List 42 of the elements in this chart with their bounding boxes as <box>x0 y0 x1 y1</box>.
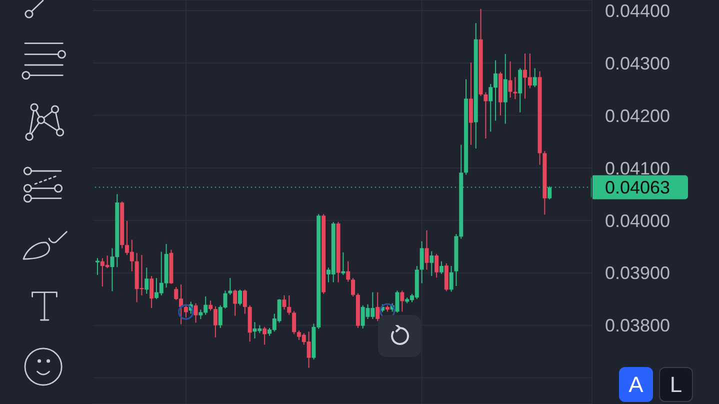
y-tick-label: 0.04300 <box>605 53 670 74</box>
candlestick <box>508 60 512 98</box>
candlestick <box>513 76 518 100</box>
y-tick-label: 0.03800 <box>605 316 670 336</box>
candlestick <box>184 304 188 318</box>
candlestick <box>351 278 356 297</box>
candlestick <box>424 230 429 270</box>
candlestick <box>144 267 149 294</box>
toggle-button: L <box>659 367 693 402</box>
y-tick-label: 0.03900 <box>605 263 670 284</box>
ref-line-label: 0.04063 <box>605 177 670 198</box>
y-tick-label: 0.04000 <box>605 210 670 231</box>
candlestick <box>430 250 434 276</box>
candlestick <box>434 253 439 278</box>
candlestick <box>208 300 213 312</box>
y-tick-label: 0.04400 <box>605 0 670 21</box>
candlestick <box>400 290 404 312</box>
candlestick <box>439 260 444 274</box>
candlestick <box>292 310 296 335</box>
candlestick <box>503 54 508 124</box>
candlestick <box>238 289 242 306</box>
candlestick <box>242 289 247 314</box>
y-tick-label: 0.04100 <box>605 158 670 178</box>
toggle-button: A <box>619 367 653 402</box>
candlestick <box>213 306 218 338</box>
candlestick <box>518 68 522 113</box>
candlestick <box>96 258 100 276</box>
candlestick <box>287 294 292 316</box>
candlestick <box>233 289 238 316</box>
candlestick <box>228 278 232 296</box>
y-tick-label: 0.04200 <box>605 106 670 126</box>
candlestick <box>262 326 267 346</box>
candlestick <box>376 292 380 322</box>
candlestick <box>194 302 198 324</box>
candlestick <box>449 266 454 292</box>
candlestick <box>341 252 346 276</box>
candlestick <box>346 260 350 282</box>
candlestick <box>532 68 537 88</box>
candlestick <box>282 294 286 310</box>
candlestick <box>420 240 424 284</box>
candlestick <box>150 275 154 308</box>
candlestick <box>484 92 488 140</box>
